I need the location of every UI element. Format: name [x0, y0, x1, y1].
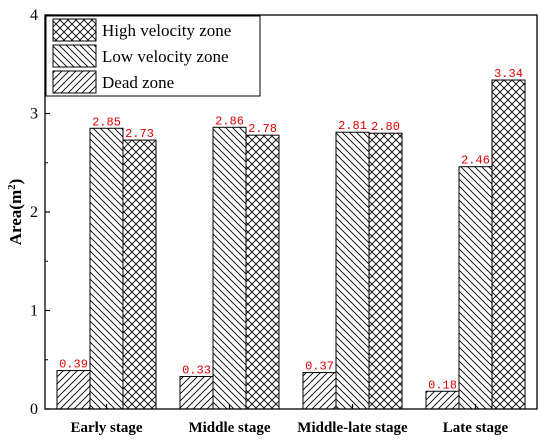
data-labels: 0.39 2.85 2.73 0.33 2.86 2.78 0.37 2.81 2.80 0.18… — [59, 67, 523, 392]
bar-high-velocity-zone-2 — [368, 132, 403, 410]
bar-dead-zone-0 — [56, 370, 91, 410]
bar-dead-zone-1 — [179, 375, 214, 410]
bar-dead-zone-3 — [425, 390, 460, 410]
y-axis-title: Area(m2) — [6, 179, 25, 246]
legend-swatch — [52, 70, 97, 94]
y-tick-label: 1 — [30, 303, 38, 320]
legend-swatch — [52, 44, 97, 68]
legend: High velocity zone Low velocity zone Dead … — [45, 15, 261, 97]
y-axis-title-superscript: 2 — [6, 184, 18, 190]
y-tick-label: 3 — [30, 106, 38, 123]
legend-swatch — [52, 18, 97, 42]
data-label: 2.85 — [92, 115, 121, 129]
bar-dead-zone-2 — [302, 372, 337, 410]
bar-high-velocity-zone-1 — [245, 134, 280, 410]
bar-high-velocity-zone-0 — [122, 139, 157, 410]
legend-entry: Low velocity zone — [102, 47, 229, 66]
x-category-label: Early stage — [70, 420, 142, 436]
bar-low-velocity-zone-3 — [458, 166, 493, 410]
bar-low-velocity-zone-0 — [89, 127, 124, 410]
data-label: 2.86 — [215, 114, 244, 128]
y-tick-label: 0 — [30, 401, 38, 418]
data-label: 0.18 — [428, 378, 457, 392]
bars — [56, 79, 526, 410]
data-label: 2.46 — [461, 154, 490, 168]
x-category-label: Middle stage — [188, 420, 270, 436]
legend-entry: High velocity zone — [102, 21, 231, 40]
y-tick-label: 2 — [30, 204, 38, 221]
bar-low-velocity-zone-1 — [212, 126, 247, 410]
bar-high-velocity-zone-3 — [491, 79, 526, 410]
data-label: 0.39 — [59, 358, 88, 372]
bar-low-velocity-zone-2 — [335, 131, 370, 410]
x-category-label: Late stage — [443, 420, 509, 436]
data-label: 2.73 — [125, 127, 154, 141]
legend-entry: Dead zone — [102, 73, 174, 92]
data-label: 2.78 — [248, 122, 277, 136]
y-axis-title-main: Area(m — [6, 190, 25, 245]
data-label: 0.37 — [305, 360, 334, 374]
data-label: 2.81 — [338, 119, 367, 133]
data-label: 3.34 — [494, 67, 523, 81]
data-label: 0.33 — [182, 363, 211, 377]
x-category-label: Middle-late stage — [297, 420, 408, 436]
data-label: 2.80 — [371, 120, 400, 134]
y-axis-title-close: ) — [6, 179, 25, 185]
y-tick-label: 4 — [30, 7, 38, 24]
